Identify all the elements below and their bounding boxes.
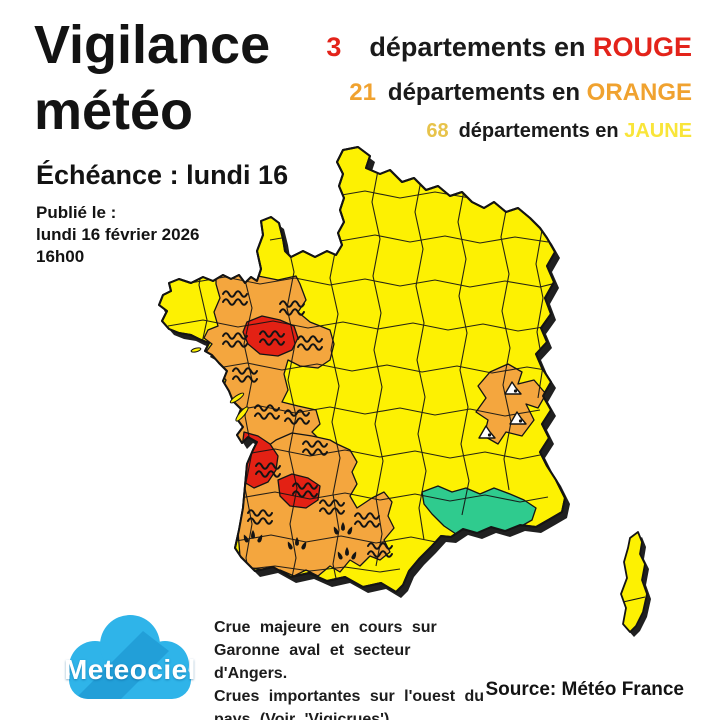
yellow-level-label: JAUNE <box>624 120 692 142</box>
orange-count-text: départements en <box>387 79 580 106</box>
published-date: lundi 16 février 2026 <box>36 225 200 244</box>
yellow-count-line: 68 départements en JAUNE <box>426 120 692 143</box>
orange-count: 21 <box>349 79 376 106</box>
cloud-icon <box>69 615 191 699</box>
red-dept-lot-et-garonne <box>277 473 321 509</box>
flood-note: Crue majeure en cours sur Garonne aval e… <box>214 616 492 720</box>
red-count: 3 <box>326 32 342 62</box>
published-time: 16h00 <box>36 247 85 266</box>
title-line1: Vigilance <box>34 15 271 75</box>
flood-note-line: pays (Voir 'Vigicrues'). <box>214 711 394 720</box>
flood-note-line: Crue majeure en cours sur <box>214 619 437 636</box>
orange-count-line: 21 départements en ORANGE <box>349 79 692 107</box>
source-credit: Source: Météo France <box>485 679 685 700</box>
atlantic-islands <box>190 347 249 422</box>
alert-counts: 3 départements en ROUGE 21 départements en… <box>326 32 692 143</box>
flood-note-line: Garonne aval et secteur d'Angers. <box>214 642 411 682</box>
page-title: Vigilance météo <box>34 12 270 144</box>
corsica <box>620 531 648 633</box>
corsica-border <box>622 596 646 603</box>
orange-level-label: ORANGE <box>586 79 692 106</box>
published-info: Publié le : lundi 16 février 2026 16h00 <box>36 202 199 268</box>
france-outline <box>158 146 566 593</box>
published-label: Publié le : <box>36 203 117 222</box>
flood-note-line: Crues importantes sur l'ouest du <box>214 688 485 705</box>
yellow-count: 68 <box>426 120 449 142</box>
meteociel-logo: Meteociel <box>55 604 205 716</box>
title-line2: météo <box>34 81 194 141</box>
red-count-line: 3 départements en ROUGE <box>326 32 692 63</box>
orange-zone-alps <box>475 363 547 445</box>
yellow-count-text: départements en <box>458 120 619 142</box>
echeance-label: Échéance : lundi 16 <box>36 160 289 190</box>
logo-wordmark: Meteociel <box>63 654 197 685</box>
red-count-text: départements en <box>369 32 586 62</box>
red-level-label: ROUGE <box>592 32 692 62</box>
